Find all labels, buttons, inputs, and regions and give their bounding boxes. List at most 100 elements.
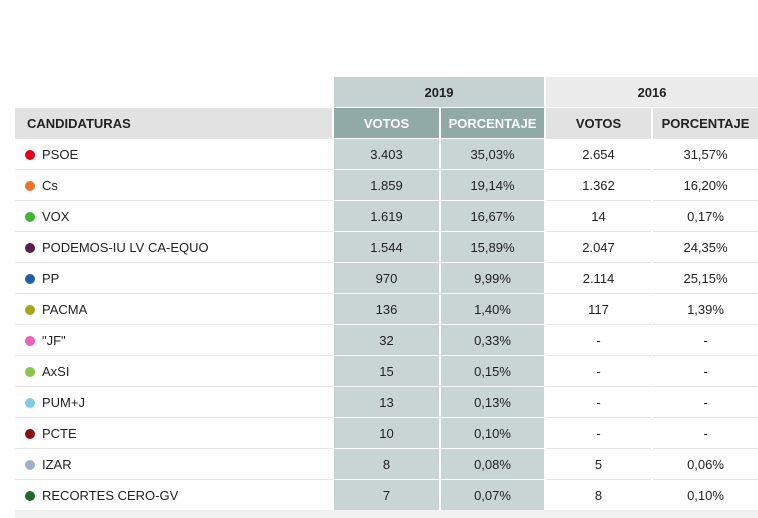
- porcentaje-2016-cell: 1,39%: [652, 293, 758, 325]
- votos-2019-cell: 1.544: [333, 231, 441, 263]
- table-row: PP 970 9,99% 2.114 25,15%: [15, 262, 758, 294]
- party-name: PACMA: [42, 301, 88, 317]
- party-cell: PSOE: [15, 138, 334, 170]
- porcentaje-2016-cell: 16,20%: [652, 169, 758, 201]
- party-name: PODEMOS-IU LV CA-EQUO: [42, 239, 209, 255]
- party-cell: PACMA: [15, 293, 334, 325]
- header-porcentaje-2019: PORCENTAJE: [440, 107, 547, 139]
- porcentaje-2016-cell: -: [652, 386, 758, 418]
- header-votos-2016: VOTOS: [545, 107, 654, 139]
- votos-2016-cell: 2.654: [545, 138, 654, 170]
- votos-2016-cell: -: [545, 417, 654, 449]
- votos-2019-cell: 7: [333, 479, 441, 510]
- party-name: IZAR: [42, 456, 72, 472]
- party-cell: PUM+J: [15, 386, 334, 418]
- party-name: VOX: [42, 208, 70, 224]
- party-name: RECORTES CERO-GV: [42, 487, 179, 503]
- year-header-2019: 2019: [333, 77, 547, 108]
- party-color-dot-icon: [25, 211, 35, 222]
- party-name: PSOE: [42, 146, 79, 162]
- party-name: "JF": [42, 332, 66, 348]
- porcentaje-2016-cell: -: [652, 324, 758, 356]
- party-color-dot-icon: [25, 366, 35, 377]
- porcentaje-2016-cell: 25,15%: [652, 262, 758, 294]
- votos-2016-cell: 1.362: [545, 169, 654, 201]
- year-header-2016: 2016: [545, 77, 758, 108]
- porcentaje-2016-cell: 0,10%: [652, 479, 758, 510]
- party-color-dot-icon: [25, 273, 35, 284]
- table-row: VOX 1.619 16,67% 14 0,17%: [15, 200, 758, 232]
- table-row: AxSI 15 0,15% - -: [15, 355, 758, 387]
- votos-2016-cell: -: [545, 386, 654, 418]
- porcentaje-2019-cell: 19,14%: [440, 169, 547, 201]
- table-row: PODEMOS-IU LV CA-EQUO 1.544 15,89% 2.047 24,…: [15, 231, 758, 263]
- party-cell: PP: [15, 262, 334, 294]
- header-votos-2019: VOTOS: [333, 107, 441, 139]
- party-cell: PODEMOS-IU LV CA-EQUO: [15, 231, 334, 263]
- votos-2019-cell: 15: [333, 355, 441, 387]
- votos-2016-cell: -: [545, 324, 654, 356]
- party-color-dot-icon: [25, 180, 35, 191]
- party-color-dot-icon: [25, 459, 35, 470]
- porcentaje-2019-cell: 15,89%: [440, 231, 547, 263]
- column-header-row: CANDIDATURAS VOTOS PORCENTAJE VOTOS PORC…: [15, 107, 758, 139]
- year-header-row: 2019 2016: [15, 77, 758, 108]
- table-row: IZAR 8 0,08% 5 0,06%: [15, 448, 758, 480]
- table-row: RECORTES CERO-GV 7 0,07% 8 0,10%: [15, 479, 758, 510]
- votos-2016-cell: 5: [545, 448, 654, 480]
- party-name: Cs: [42, 177, 58, 193]
- votos-2019-cell: 970: [333, 262, 441, 294]
- votos-2016-cell: 14: [545, 200, 654, 232]
- party-name: PP: [42, 270, 60, 286]
- porcentaje-2019-cell: 0,33%: [440, 324, 547, 356]
- porcentaje-2019-cell: 35,03%: [440, 138, 547, 170]
- party-name: PUM+J: [42, 394, 85, 410]
- party-cell: IZAR: [15, 448, 334, 480]
- votos-2016-cell: 117: [545, 293, 654, 325]
- party-color-dot-icon: [25, 242, 35, 253]
- votos-2016-cell: 8: [545, 479, 654, 510]
- votos-2019-cell: 1.859: [333, 169, 441, 201]
- party-color-dot-icon: [25, 397, 35, 408]
- party-cell: PCTE: [15, 417, 334, 449]
- year-header-blank: [15, 77, 334, 108]
- party-color-dot-icon: [25, 428, 35, 439]
- votos-2019-cell: 10: [333, 417, 441, 449]
- party-cell: RECORTES CERO-GV: [15, 479, 334, 510]
- party-color-dot-icon: [25, 149, 35, 160]
- header-porcentaje-2016: PORCENTAJE: [652, 107, 758, 139]
- votos-2016-cell: -: [545, 355, 654, 387]
- party-color-dot-icon: [25, 335, 35, 346]
- votos-2019-cell: 13: [333, 386, 441, 418]
- votos-2019-cell: 136: [333, 293, 441, 325]
- votos-2019-cell: 32: [333, 324, 441, 356]
- porcentaje-2019-cell: 0,10%: [440, 417, 547, 449]
- votos-2019-cell: 8: [333, 448, 441, 480]
- table-row: PACMA 136 1,40% 117 1,39%: [15, 293, 758, 325]
- porcentaje-2019-cell: 0,07%: [440, 479, 547, 510]
- votos-2016-cell: 2.047: [545, 231, 654, 263]
- porcentaje-2019-cell: 0,08%: [440, 448, 547, 480]
- votos-2019-cell: 3.403: [333, 138, 441, 170]
- porcentaje-2019-cell: 1,40%: [440, 293, 547, 325]
- porcentaje-2019-cell: 16,67%: [440, 200, 547, 232]
- party-color-dot-icon: [25, 304, 35, 315]
- party-color-dot-icon: [25, 490, 35, 501]
- table-row: Cs 1.859 19,14% 1.362 16,20%: [15, 169, 758, 201]
- votos-2019-cell: 1.619: [333, 200, 441, 232]
- porcentaje-2016-cell: 0,06%: [652, 448, 758, 480]
- header-candidaturas: CANDIDATURAS: [15, 107, 334, 139]
- porcentaje-2016-cell: 0,17%: [652, 200, 758, 232]
- party-name: PCTE: [42, 425, 77, 441]
- party-cell: Cs: [15, 169, 334, 201]
- party-name: AxSI: [42, 363, 70, 379]
- table-row: PSOE 3.403 35,03% 2.654 31,57%: [15, 138, 758, 170]
- table-row: PCTE 10 0,10% - -: [15, 417, 758, 449]
- table-row: "JF" 32 0,33% - -: [15, 324, 758, 356]
- election-results-table: 2019 2016 CANDIDATURAS VOTOS PORCENTAJE …: [15, 77, 758, 510]
- porcentaje-2019-cell: 0,13%: [440, 386, 547, 418]
- table-row: PUM+J 13 0,13% - -: [15, 386, 758, 418]
- porcentaje-2019-cell: 0,15%: [440, 355, 547, 387]
- party-cell: AxSI: [15, 355, 334, 387]
- porcentaje-2016-cell: 24,35%: [652, 231, 758, 263]
